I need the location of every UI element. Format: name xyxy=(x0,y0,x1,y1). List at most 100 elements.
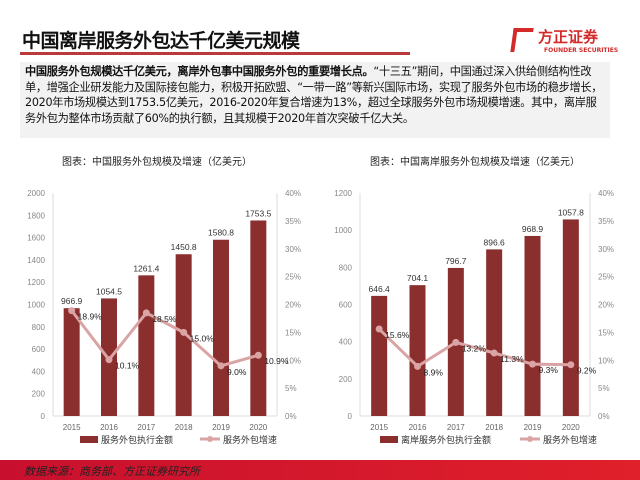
growth-line xyxy=(378,327,571,369)
x-tick-label: 2015 xyxy=(370,423,388,432)
summary-bold: 中国服务外包规模达千亿美元，离岸外包事中国服务外包的重要增长点。 xyxy=(25,65,374,78)
y-tick-label: 1400 xyxy=(27,256,45,265)
bar xyxy=(371,295,388,416)
bar xyxy=(486,249,503,416)
y-tick-label: 1600 xyxy=(27,234,45,243)
growth-point xyxy=(414,362,421,370)
y2-tick-label: 0% xyxy=(285,412,297,421)
y2-tick-label: 20% xyxy=(598,301,614,310)
y-tick-label: 800 xyxy=(339,263,353,272)
growth-point xyxy=(180,328,188,336)
y2-tick-label: 30% xyxy=(285,245,301,254)
bar-data-label: 1057.8 xyxy=(558,207,584,217)
growth-point xyxy=(254,351,262,359)
bar-data-label: 1580.8 xyxy=(208,228,234,238)
growth-data-label: 9.0% xyxy=(227,367,247,377)
page-title: 中国离岸服务外包达千亿美元规模 xyxy=(22,30,300,52)
growth-data-label: 15.6% xyxy=(385,330,410,340)
bar xyxy=(63,308,80,416)
x-tick-label: 2017 xyxy=(447,423,465,432)
y2-tick-label: 5% xyxy=(598,384,610,393)
legend-line-marker xyxy=(527,436,533,442)
y-tick-label: 600 xyxy=(32,345,46,354)
y-tick-label: 1000 xyxy=(27,301,45,310)
growth-point xyxy=(68,307,76,315)
growth-data-label: 15.0% xyxy=(190,333,215,343)
y2-tick-label: 5% xyxy=(285,384,297,393)
growth-point xyxy=(375,325,383,333)
x-tick-label: 2017 xyxy=(137,423,155,432)
growth-data-label: 10.1% xyxy=(115,361,140,371)
y2-tick-label: 35% xyxy=(598,217,614,226)
x-tick-label: 2019 xyxy=(212,423,230,432)
bar-data-label: 1054.5 xyxy=(96,286,122,296)
growth-point xyxy=(490,349,498,357)
growth-data-label: 11.3% xyxy=(500,354,524,364)
bar-data-label: 1753.5 xyxy=(245,208,271,218)
y2-tick-label: 10% xyxy=(285,356,301,365)
y2-tick-label: 15% xyxy=(598,328,614,337)
summary-text: “十三五”期间，中国通过深入供给侧结构性改单，增强企业研发能力及国际接包能力，积… xyxy=(25,65,603,125)
growth-data-label: 9.2% xyxy=(577,366,597,376)
legend-bar-swatch xyxy=(80,436,98,443)
growth-line xyxy=(70,309,259,368)
logo-cn: 方正证券 xyxy=(538,28,599,46)
y2-tick-label: 15% xyxy=(285,328,301,337)
y-tick-label: 1000 xyxy=(334,226,352,235)
title-underline xyxy=(20,52,410,55)
y2-tick-label: 35% xyxy=(285,217,301,226)
x-tick-label: 2019 xyxy=(524,423,542,432)
legend-line-label: 服务外包增速 xyxy=(223,434,277,445)
legend-line-marker xyxy=(207,436,213,442)
y-tick-label: 400 xyxy=(32,367,46,376)
x-tick-label: 2020 xyxy=(562,423,580,432)
y-tick-label: 1200 xyxy=(334,189,352,198)
growth-data-label: 13.2% xyxy=(462,343,487,353)
y2-tick-label: 30% xyxy=(598,245,614,254)
x-tick-label: 2020 xyxy=(249,423,267,432)
x-tick-label: 2018 xyxy=(175,423,193,432)
bar-data-label: 704.1 xyxy=(407,273,429,283)
chart-services-outsourcing: 0 200 400 600 800 1000 1200 1400 1600 1800 2000 0% 5… xyxy=(27,189,301,445)
legend-bar-label: 服务外包执行金额 xyxy=(101,434,173,445)
y2-tick-label: 20% xyxy=(285,301,301,310)
founder-securities-logo: 方正证券 FOUNDER SECURITIES xyxy=(510,26,622,56)
y-tick-label: 200 xyxy=(339,375,353,384)
y2-tick-label: 40% xyxy=(598,189,614,198)
y-tick-label: 1800 xyxy=(27,211,45,220)
logo-mark-icon xyxy=(510,28,534,52)
y2-tick-label: 25% xyxy=(285,273,301,282)
y-tick-label: 400 xyxy=(339,338,353,347)
bar-data-label: 796.7 xyxy=(445,256,467,266)
bar-data-label: 896.6 xyxy=(484,237,506,247)
y2-tick-label: 40% xyxy=(285,189,301,198)
y-tick-label: 1200 xyxy=(27,278,45,287)
y-tick-label: 800 xyxy=(32,323,46,332)
x-tick-label: 2018 xyxy=(485,423,503,432)
bar-data-label: 1261.4 xyxy=(133,263,159,273)
growth-point xyxy=(217,362,225,370)
x-tick-label: 2016 xyxy=(100,423,118,432)
summary-box: 中国服务外包规模达千亿美元，离岸外包事中国服务外包的重要增长点。“十三五”期间，… xyxy=(20,62,610,138)
growth-data-label: 18.5% xyxy=(152,314,177,324)
growth-data-label: 18.9% xyxy=(78,312,103,322)
chart2-title: 图表：中国离岸服务外包规模及增速（亿美元） xyxy=(370,157,580,168)
y-tick-label: 0 xyxy=(348,412,353,421)
chart1-title: 图表：中国服务外包规模及增速（亿美元） xyxy=(62,157,252,168)
x-tick-label: 2016 xyxy=(409,423,427,432)
bar-data-label: 646.4 xyxy=(369,284,391,294)
footer-bar: 数据来源：商务部、方正证券研究所 xyxy=(0,460,640,480)
chart-offshore-outsourcing: 0 200 400 600 800 1000 1200 0% 5% 10% 15% 20% 25% 30%… xyxy=(334,189,614,445)
y-tick-label: 200 xyxy=(32,390,46,399)
growth-point xyxy=(452,338,460,346)
legend-bar-label: 离岸服务外包执行金额 xyxy=(401,434,491,445)
growth-point xyxy=(105,356,113,364)
y-tick-label: 0 xyxy=(41,412,46,421)
growth-point xyxy=(567,361,575,369)
bar-data-label: 1450.8 xyxy=(171,242,197,252)
growth-point xyxy=(142,309,150,317)
growth-data-label: 8.9% xyxy=(424,367,444,377)
logo-en: FOUNDER SECURITIES xyxy=(544,47,619,54)
growth-point xyxy=(529,360,536,368)
y-tick-label: 2000 xyxy=(27,189,45,198)
